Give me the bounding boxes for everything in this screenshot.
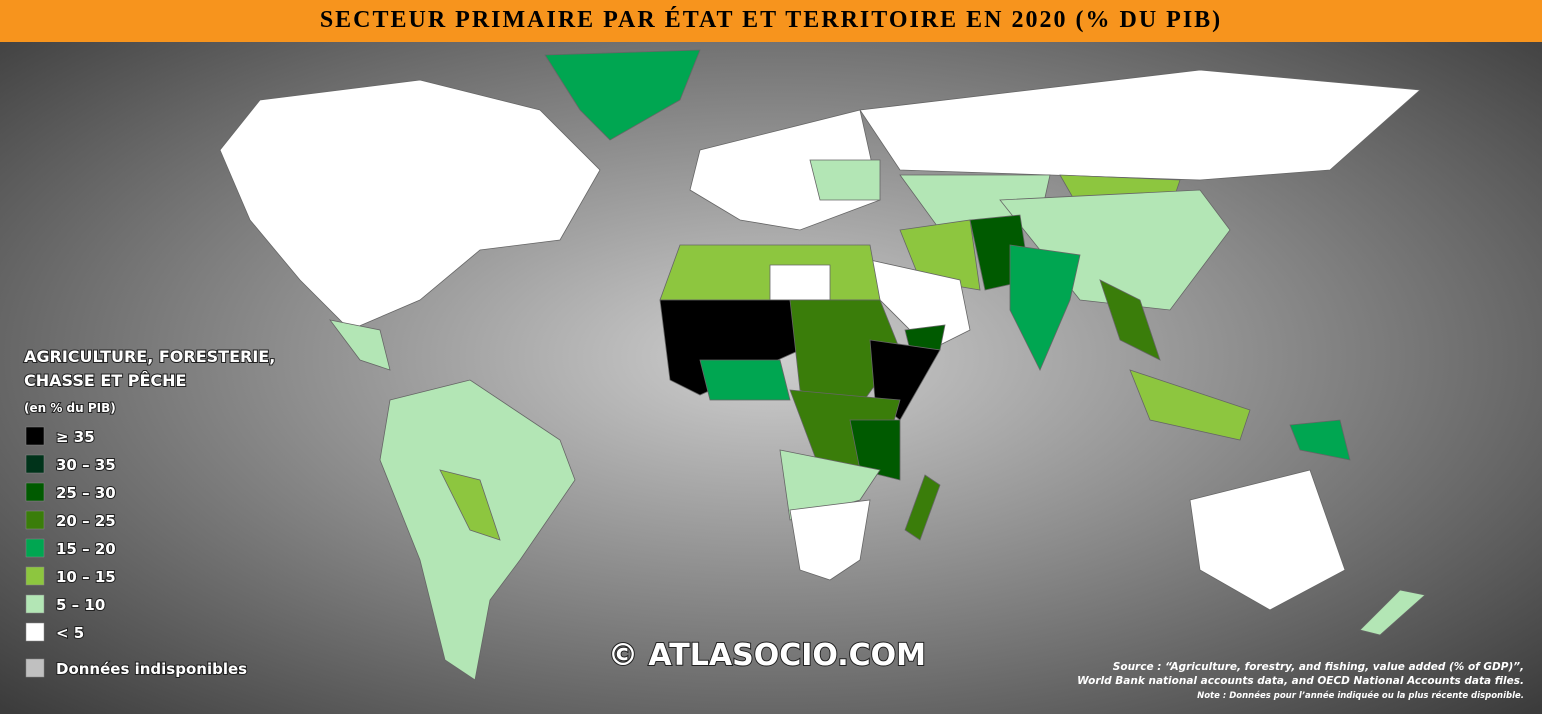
legend-title: AGRICULTURE, FORESTERIE, [24, 347, 275, 366]
title: SECTEUR PRIMAIRE PAR ÉTAT ET TERRITOIRE … [320, 7, 1222, 33]
legend-swatch [25, 566, 45, 586]
legend-label: 30 – 35 [56, 456, 116, 474]
southern-africa [789, 499, 871, 581]
australia [1189, 469, 1346, 611]
source: World Bank national accounts data, and O… [1077, 675, 1524, 687]
legend: AGRICULTURE, FORESTERIE, CHASSE ET PÊCHE… [23, 346, 276, 679]
gulf-of-guinea [699, 359, 791, 401]
legend-swatch [25, 594, 45, 614]
world-map [219, 49, 1426, 681]
legend-label: 10 – 15 [56, 568, 116, 586]
new-zealand [1359, 589, 1426, 636]
legend-swatch [25, 658, 45, 678]
legend-label: ≥ 35 [56, 428, 95, 446]
legend-title: CHASSE ET PÊCHE [24, 371, 186, 390]
legend-swatch [25, 482, 45, 502]
legend-label: 25 – 30 [56, 484, 116, 502]
madagascar [904, 474, 941, 541]
legend-label: < 5 [56, 624, 84, 642]
libya [769, 264, 831, 301]
russia [859, 69, 1421, 181]
legend-label: 15 – 20 [56, 540, 116, 558]
legend-swatch [25, 426, 45, 446]
indonesia [1129, 369, 1251, 441]
legend-label: 5 – 10 [56, 596, 105, 614]
mainland-se-asia [1099, 279, 1161, 361]
india [1009, 244, 1081, 371]
legend-label: Données indisponibles [56, 660, 247, 678]
source: Source : “Agriculture, forestry, and fis… [1113, 661, 1524, 673]
legend-label: 20 – 25 [56, 512, 116, 530]
east-africa [849, 419, 901, 481]
legend-swatch [25, 510, 45, 530]
note: Note : Données pour l’année indiquée ou … [1197, 690, 1524, 701]
watermark: © ATLASOCIO.COM [608, 638, 926, 673]
north-america [219, 79, 601, 331]
bolivia-paraguay [439, 469, 501, 541]
central-america [329, 319, 391, 371]
papua [1289, 419, 1351, 461]
eastern-europe [809, 159, 881, 201]
angola-zambia [779, 449, 881, 521]
legend-swatch [25, 454, 45, 474]
greenland [544, 49, 701, 141]
legend-swatch [25, 622, 45, 642]
legend-swatch [25, 538, 45, 558]
title-bar [0, 0, 1542, 42]
legend-subtitle: (en % du PIB) [24, 401, 116, 415]
